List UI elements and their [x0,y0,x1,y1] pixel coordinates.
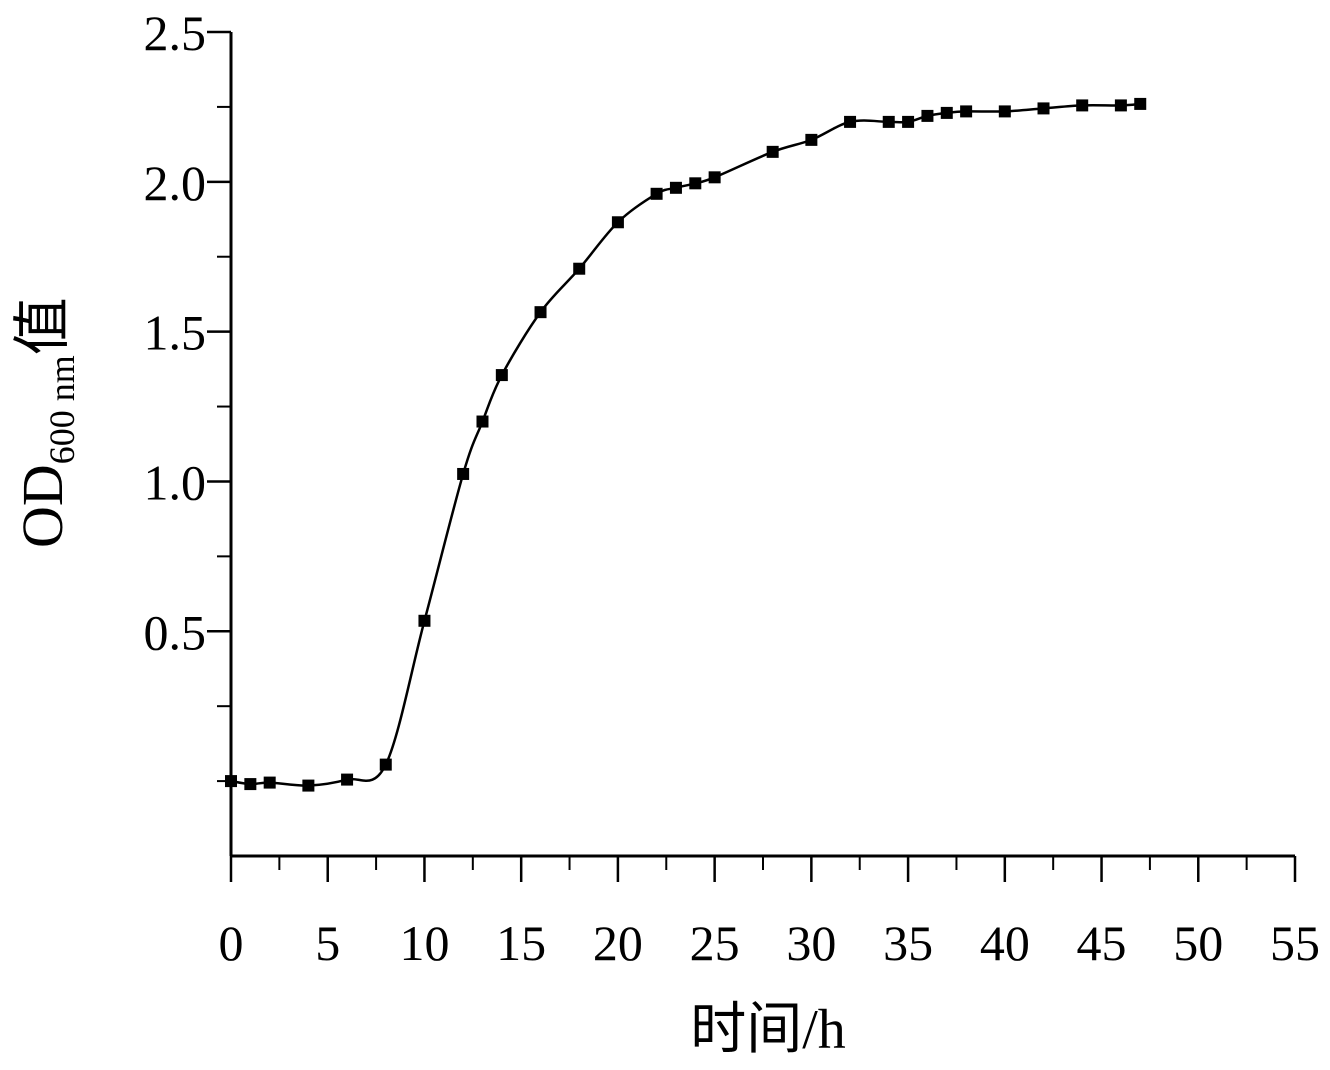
data-point-marker [379,758,392,771]
data-point-marker [708,171,721,184]
x-tick-label: 55 [1270,915,1320,971]
data-point-marker [534,306,547,319]
x-tick-label: 50 [1173,915,1223,971]
data-point-marker [341,773,354,786]
y-axis-title-subscript: 600 nm [42,355,82,464]
x-axis-ticks: 0 5 10 15 20 25 30 35 40 45 50 55 [219,856,1320,971]
x-tick-label: 30 [786,915,836,971]
data-point-marker [263,776,276,789]
data-point-marker [844,115,857,128]
data-point-marker [457,467,470,480]
y-tick-label: 0.5 [144,604,207,660]
x-tick-label: 40 [980,915,1030,971]
series-line [230,102,1141,787]
data-point-marker [669,181,682,194]
data-point-marker [495,369,508,382]
data-point-marker [1037,102,1050,115]
data-point-marker [611,216,624,229]
x-tick-label: 0 [219,915,244,971]
x-tick-label: 20 [593,915,643,971]
data-point-marker [1114,99,1127,112]
y-tick-label: 1.5 [144,305,207,361]
data-point-marker [689,177,702,190]
x-tick-label: 15 [496,915,546,971]
data-point-marker [244,778,257,791]
x-axis-title: 时间/h [690,999,846,1061]
data-point-marker [882,115,895,128]
data-point-marker [940,106,953,119]
data-point-marker [302,779,315,792]
data-point-marker [766,145,779,158]
data-point-marker [225,775,237,788]
y-axis-ticks: 0.5 1.0 1.5 2.0 2.5 [144,5,231,783]
data-point-marker [476,415,489,428]
data-point-marker [805,133,818,146]
x-tick-label: 45 [1077,915,1127,971]
data-point-marker [998,105,1011,118]
data-point-marker [960,105,973,118]
data-point-marker [1076,99,1089,112]
data-point-marker [921,109,934,122]
y-axis-title-suffix: 值 [10,297,75,355]
y-tick-label: 1.0 [144,454,207,510]
data-point-marker [1134,97,1147,110]
series-group [225,97,1147,792]
x-tick-label: 10 [399,915,449,971]
y-axis-title: OD600 nm值 [10,297,82,548]
data-point-marker [650,187,663,200]
data-point-marker [902,115,915,128]
data-point-marker [418,614,431,627]
y-tick-label: 2.0 [144,155,207,211]
x-tick-label: 25 [690,915,740,971]
y-axis-title-main: OD [10,464,75,548]
x-tick-label: 5 [315,915,340,971]
data-point-marker [573,262,586,275]
x-tick-label: 35 [883,915,933,971]
y-tick-label: 2.5 [144,5,207,61]
